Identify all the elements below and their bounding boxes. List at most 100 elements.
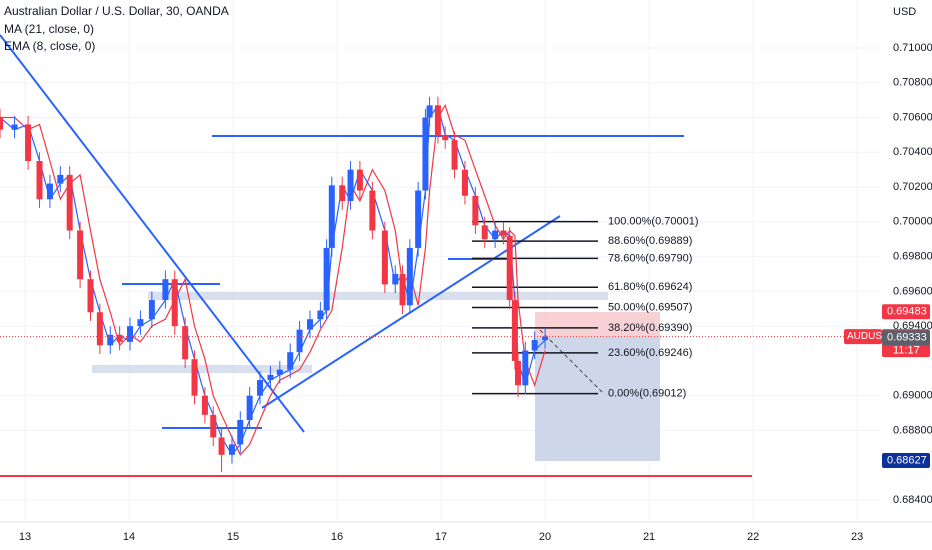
candle-body: [237, 420, 244, 445]
candle-body: [46, 183, 53, 200]
candle-body: [328, 185, 335, 248]
candle-body: [542, 336, 549, 341]
x-tick-label: 16: [331, 531, 343, 543]
candle-body: [148, 300, 155, 320]
x-tick-label: 13: [19, 531, 31, 543]
price-tag: [882, 453, 930, 469]
legend-entry: EMA (8, close, 0): [4, 39, 95, 53]
fib-label: 38.20%(0.69390): [608, 322, 692, 334]
candle-body: [347, 169, 354, 201]
candle-body: [506, 235, 513, 301]
zone: [92, 365, 312, 373]
candle-body: [381, 230, 388, 285]
x-tick-label: 15: [227, 531, 239, 543]
y-tick-label: 0.70000: [893, 216, 932, 228]
indicator-line: [0, 103, 546, 456]
candle-body: [162, 279, 169, 301]
candle-body: [287, 352, 294, 370]
candle-body: [434, 105, 441, 135]
candle-body: [451, 140, 458, 170]
y-tick-label: 0.68400: [893, 494, 932, 506]
candle-body: [182, 326, 189, 360]
candle-body: [87, 279, 94, 313]
legend-entry: MA (21, close, 0): [4, 22, 94, 36]
candle-body: [422, 117, 429, 191]
candle-body: [339, 185, 346, 201]
trend-line: [0, 34, 305, 433]
candle-body: [392, 273, 399, 285]
grid: [0, 0, 880, 520]
chart-title: Australian Dollar / U.S. Dollar, 30, OAN…: [4, 4, 229, 18]
price-tag-label: 0.69483: [887, 306, 927, 318]
candle-body: [201, 395, 208, 415]
candle-body: [426, 105, 433, 118]
candle-body: [116, 334, 123, 342]
projection: [539, 329, 603, 393]
candle-body: [246, 395, 253, 421]
y-tick-label: 0.70800: [893, 77, 932, 89]
candle-body: [257, 380, 264, 396]
currency: USD: [893, 6, 916, 18]
symbol-tag-label: AUDUSD: [847, 331, 889, 342]
candle-body: [356, 169, 363, 191]
fib-label: 88.60%(0.69889): [608, 235, 692, 247]
candle-body: [317, 310, 324, 320]
candle-body: [191, 359, 198, 396]
countdown: 11:17: [893, 344, 920, 356]
candle-body: [210, 414, 217, 438]
candle-body: [515, 360, 522, 386]
price-tag: [882, 304, 930, 320]
fibonacci: 100.00%(0.70001) 88.60%(0.69889) 78.60%(0.…: [472, 216, 699, 400]
x-tick-label: 17: [435, 531, 447, 543]
drawings: [0, 34, 752, 477]
candle-body: [369, 190, 376, 231]
candle-body: [500, 230, 507, 236]
y-tick-label: 0.69000: [893, 390, 932, 402]
y-tick-label: 0.70200: [893, 181, 932, 193]
y-tick-label: 0.68800: [893, 424, 932, 436]
target-zone: [535, 337, 660, 461]
candle-body: [276, 369, 283, 375]
candle-body: [77, 230, 84, 280]
candle-body: [0, 117, 3, 130]
axes: 0.71000 0.70800 0.70600 0.70400 0.70200 0.700…: [19, 42, 932, 543]
fib-label: 50.00%(0.69507): [608, 301, 692, 313]
y-tick-label: 0.69600: [893, 285, 932, 297]
y-tick-label: 0.70600: [893, 111, 932, 123]
candle-body: [472, 195, 479, 226]
candle-body: [66, 174, 73, 231]
price-tag: [882, 330, 930, 346]
symbol-tag: [844, 329, 882, 345]
candle-body: [36, 160, 43, 200]
candle-body: [25, 124, 32, 161]
x-tick-label: 20: [539, 531, 551, 543]
candle-body: [511, 300, 518, 361]
zone: [148, 292, 608, 300]
candle-body: [492, 230, 499, 240]
candle-body: [96, 312, 103, 346]
candle-body: [218, 437, 225, 455]
y-tick-label: 0.70400: [893, 146, 932, 158]
x-tick-label: 23: [851, 531, 863, 543]
candle-body: [531, 340, 538, 351]
candle-body: [406, 247, 413, 306]
candle-body: [296, 329, 303, 353]
candle-body: [442, 134, 449, 141]
candle-body: [11, 124, 18, 130]
candle-body: [171, 279, 178, 327]
fib-label: 100.00%(0.70001): [608, 216, 699, 228]
x-tick-label: 22: [747, 531, 759, 543]
candle-body: [399, 273, 406, 306]
candle-body: [481, 225, 488, 240]
candle-body: [522, 350, 529, 386]
fib-label: 78.60%(0.69790): [608, 252, 692, 264]
fib-label: 61.80%(0.69624): [608, 281, 692, 293]
candle-body: [461, 169, 468, 196]
y-tick-label: 0.69400: [893, 320, 932, 332]
candle-body: [57, 174, 64, 184]
plot: [0, 96, 880, 473]
candle-body: [323, 247, 330, 311]
